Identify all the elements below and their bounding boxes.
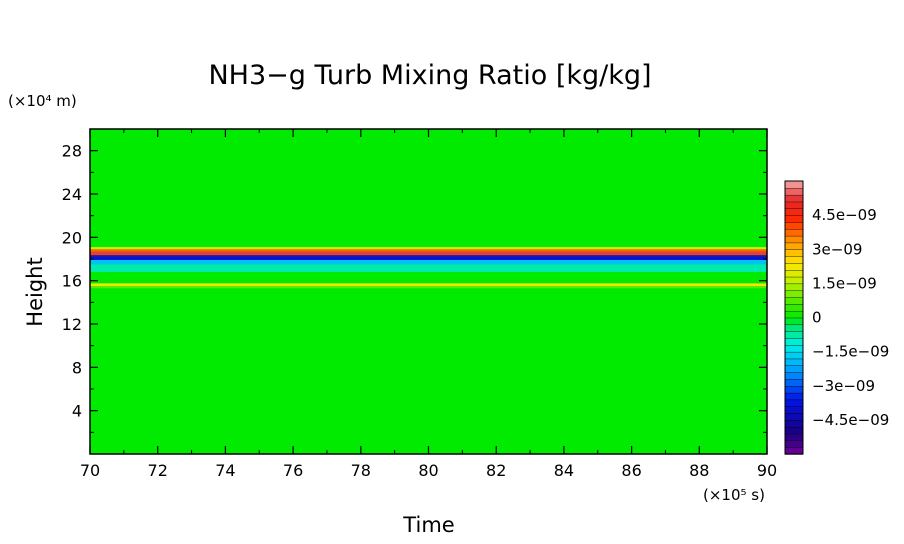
x-tick-label: 90 bbox=[757, 461, 777, 480]
y-axis-label: Height bbox=[23, 257, 47, 326]
colorbar-cell bbox=[784, 426, 804, 435]
x-tick-label: 74 bbox=[215, 461, 235, 480]
x-axis-label: Time bbox=[402, 513, 454, 537]
colorbar-cell bbox=[784, 187, 804, 196]
colorbar-label: 3e−09 bbox=[812, 240, 862, 258]
heatmap-band bbox=[90, 255, 767, 257]
colorbar-cell bbox=[784, 283, 804, 291]
colorbar: 4.5e−09 3e−09 1.5e−09 0 −1.5e−09 −3e−09 −4.5e−… bbox=[784, 180, 889, 455]
colorbar-label: 1.5e−09 bbox=[812, 274, 877, 292]
colorbar-cell bbox=[784, 221, 804, 230]
chart-title: NH3−g Turb Mixing Ratio [kg/kg] bbox=[208, 60, 651, 91]
colorbar-cell bbox=[784, 385, 804, 394]
colorbar-cell bbox=[784, 269, 804, 278]
colorbar-cell bbox=[784, 324, 804, 332]
colorbar-cell bbox=[784, 317, 804, 326]
colorbar-cell bbox=[784, 330, 804, 339]
colorbar-cell bbox=[784, 228, 804, 237]
colorbar-cell bbox=[784, 303, 804, 312]
colorbar-cell bbox=[784, 337, 804, 346]
heatmap-band bbox=[90, 251, 767, 256]
colorbar-cell bbox=[784, 406, 804, 414]
colorbar-cell bbox=[784, 296, 804, 305]
colorbar-cell bbox=[784, 351, 804, 360]
colorbar-cell bbox=[784, 201, 804, 210]
x-tick-label: 82 bbox=[486, 461, 506, 480]
x-tick-label: 86 bbox=[621, 461, 641, 480]
heatmap-band bbox=[90, 260, 767, 265]
colorbar-cell bbox=[784, 378, 804, 387]
colorbar-cell bbox=[784, 365, 804, 373]
colorbar-cell bbox=[784, 310, 804, 319]
heatmap-background bbox=[90, 129, 767, 454]
heatmap-band bbox=[90, 256, 767, 261]
colorbar-cell bbox=[784, 290, 804, 298]
x-tick-label: 80 bbox=[418, 461, 438, 480]
x-tick-label: 76 bbox=[283, 461, 303, 480]
colorbar-cell bbox=[784, 194, 804, 203]
y-tick-label: 4 bbox=[72, 402, 82, 421]
x-tick-label: 88 bbox=[689, 461, 709, 480]
colorbar-cell bbox=[784, 392, 804, 401]
colorbar-cell bbox=[784, 235, 804, 244]
colorbar-cell bbox=[784, 276, 804, 285]
colorbar-cell bbox=[784, 399, 804, 407]
plot-area bbox=[89, 128, 768, 455]
colorbar-cell bbox=[784, 419, 804, 428]
colorbar-cell bbox=[784, 433, 804, 442]
colorbar-frame bbox=[784, 180, 804, 455]
colorbar-label: 0 bbox=[812, 309, 822, 327]
heatmap-band bbox=[90, 286, 767, 289]
x-unit-label: (×10⁵ s) bbox=[703, 486, 765, 504]
colorbar-label: −1.5e−09 bbox=[812, 343, 889, 361]
heatmap-band bbox=[90, 264, 767, 272]
heatmap-band bbox=[90, 247, 767, 250]
x-tick-label: 72 bbox=[148, 461, 168, 480]
heatmap-band bbox=[90, 283, 767, 287]
y-tick-label: 16 bbox=[62, 272, 82, 291]
y-tick-label: 12 bbox=[62, 315, 82, 334]
colorbar-cell bbox=[784, 262, 804, 271]
colorbar-cell bbox=[784, 446, 804, 455]
x-axis: 70 72 74 76 78 80 82 84 86 88 90 bbox=[80, 129, 777, 480]
y-tick-label: 20 bbox=[62, 228, 82, 247]
colorbar-cell bbox=[784, 249, 804, 257]
y-axis: 4 8 12 16 20 24 28 bbox=[62, 142, 767, 433]
colorbar-cell bbox=[784, 344, 804, 353]
y-tick-label: 24 bbox=[62, 185, 82, 204]
colorbar-cell bbox=[784, 371, 804, 380]
colorbar-cell bbox=[784, 242, 804, 250]
colorbar-cell bbox=[784, 180, 804, 189]
heatmap-band bbox=[90, 249, 767, 252]
colorbar-cell bbox=[784, 440, 804, 448]
colorbar-cell bbox=[784, 214, 804, 223]
x-tick-label: 78 bbox=[351, 461, 371, 480]
colorbar-label: 4.5e−09 bbox=[812, 206, 877, 224]
x-tick-label: 70 bbox=[80, 461, 100, 480]
x-tick-label: 84 bbox=[554, 461, 574, 480]
colorbar-label: −4.5e−09 bbox=[812, 411, 889, 429]
colorbar-cell bbox=[784, 255, 804, 264]
colorbar-label: −3e−09 bbox=[812, 377, 875, 395]
y-tick-label: 28 bbox=[62, 142, 82, 161]
colorbar-cell bbox=[784, 208, 804, 216]
colorbar-cell bbox=[784, 358, 804, 366]
y-unit-label: (×10⁴ m) bbox=[8, 92, 77, 110]
colorbar-cell bbox=[784, 412, 804, 421]
y-tick-label: 8 bbox=[72, 358, 82, 377]
